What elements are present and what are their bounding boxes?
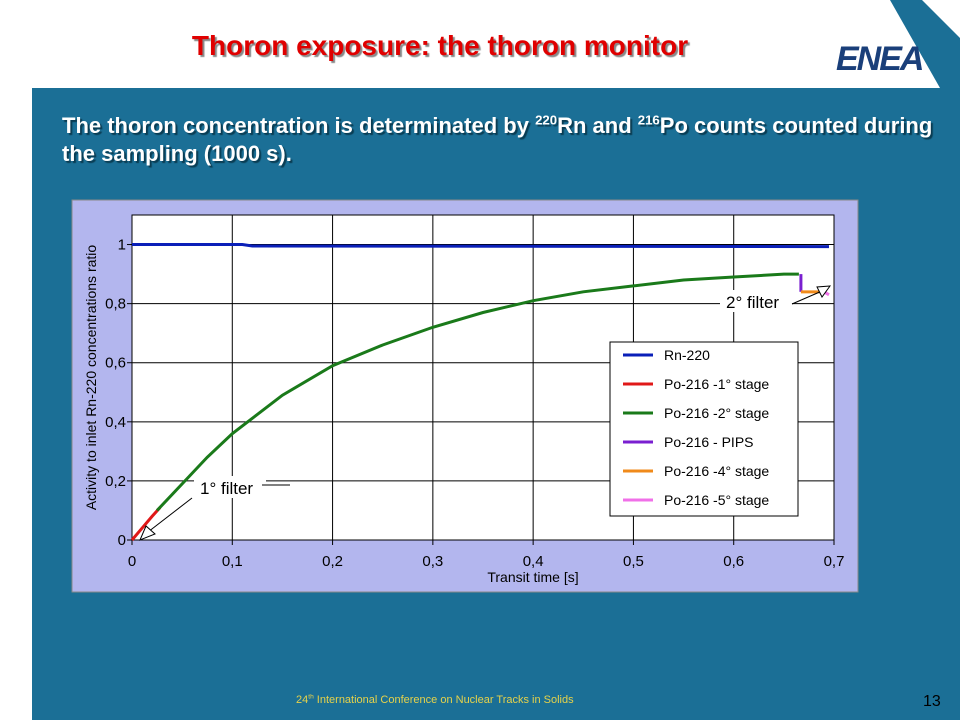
footer-part: 24 — [296, 694, 309, 706]
annotation: 2° filter — [726, 293, 779, 312]
series-line — [155, 272, 799, 512]
superscript: th — [308, 693, 314, 701]
x-tick-label: 0,7 — [824, 553, 845, 570]
y-tick-label: 0 — [118, 532, 126, 549]
legend-label: Po-216 -4° stage — [664, 463, 769, 479]
body-text-part: Rn and — [557, 113, 638, 138]
body-text-part: The thoron concentration is determinated… — [62, 113, 536, 138]
x-tick-label: 0,4 — [523, 553, 544, 570]
superscript: 220 — [535, 112, 558, 128]
legend-box — [609, 341, 799, 517]
legend-label: Rn-220 — [664, 347, 710, 363]
logo: ENEA — [836, 40, 924, 78]
body-text: The thoron concentration is determinated… — [62, 112, 942, 168]
x-axis-label: Transit time [s] — [487, 569, 578, 585]
legend-label: Po-216 -2° stage — [664, 405, 769, 421]
legend-label: Po-216 - PIPS — [664, 434, 754, 450]
chart: 0 0,1 0,2 0,3 0,4 0,5 0,6 0,7 0 0,2 0,4 0,6 0,8 1 Tran… — [83, 215, 844, 585]
arrow-head — [139, 525, 156, 541]
corner-stripe — [890, 0, 960, 88]
x-tick-label: 0,2 — [322, 553, 343, 570]
superscript: 216 — [637, 112, 660, 128]
slide-title: Thoron exposure: the thoron monitor — [191, 30, 689, 61]
series-line — [132, 243, 829, 249]
x-tick-label: 0 — [128, 553, 136, 570]
y-tick-label: 1 — [118, 237, 126, 254]
x-tick-label: 0,6 — [723, 553, 744, 570]
x-tick-label: 0,5 — [623, 553, 644, 570]
x-tick-label: 0,3 — [422, 553, 443, 570]
x-tick-label: 0,1 — [222, 553, 243, 570]
annotation-arrow — [791, 290, 823, 305]
annotation-bg — [720, 290, 792, 312]
legend-label: Po-216 -5° stage — [664, 492, 769, 508]
annotation-bg — [194, 476, 266, 498]
y-tick-label: 0,4 — [105, 414, 126, 431]
footer: 24th International Conference on Nuclear… — [296, 694, 574, 706]
y-tick-label: 0,6 — [105, 355, 126, 372]
series-line — [130, 506, 162, 541]
y-tick-label: 0,2 — [105, 473, 126, 490]
y-axis-label: Activity to inlet Rn-220 concentrations … — [83, 245, 99, 511]
body-text-part: Po counts counted during the sampling (1… — [62, 113, 933, 166]
annotation-arrow — [147, 497, 193, 533]
legend-label: Po-216 -1° stage — [664, 376, 769, 392]
annotation: 1° filter — [200, 479, 253, 498]
page-number: 13 — [923, 693, 941, 710]
y-tick-label: 0,8 — [105, 296, 126, 313]
arrow-head — [816, 285, 832, 298]
footer-part: International Conference on Nuclear Trac… — [313, 694, 574, 706]
